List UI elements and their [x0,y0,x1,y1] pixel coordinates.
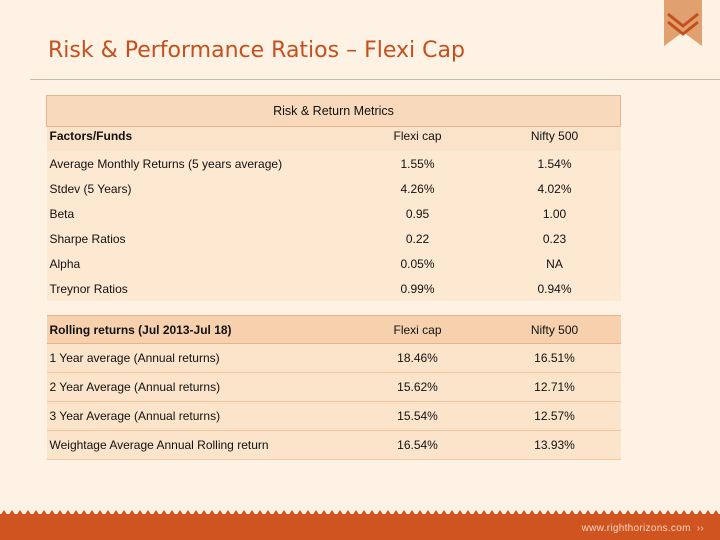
ratios-table-container: Risk & Return Metrics Factors/Funds Flex… [45,95,622,460]
rolling-nifty-value: 16.51% [488,343,621,373]
rolling-flexi-value: 16.54% [346,430,489,460]
table-row: 3 Year Average (Annual returns) 15.54% 1… [46,401,621,431]
page-title: Risk & Performance Ratios – Flexi Cap [48,38,465,63]
table-row: Weightage Average Annual Rolling return … [46,430,621,460]
table-row: Treynor Ratios 0.99% 0.94% [46,276,621,301]
metrics-caption-row: Risk & Return Metrics [45,95,622,127]
rolling-header-nifty: Nifty 500 [488,315,621,344]
metric-flexi-value: 0.05% [346,251,489,276]
metrics-header-nifty: Nifty 500 [488,126,621,151]
metric-nifty-value: 0.94% [488,276,621,301]
title-divider [30,79,720,80]
metric-nifty-value: 4.02% [488,176,621,201]
metrics-header-flexi: Flexi cap [346,126,489,151]
ratios-table: Risk & Return Metrics Factors/Funds Flex… [45,95,622,460]
footer-url: www.righthorizons.com [581,523,691,534]
metric-name: Sharpe Ratios [46,226,347,251]
table-row: 1 Year average (Annual returns) 18.46% 1… [46,343,621,373]
rolling-name: 1 Year average (Annual returns) [46,343,347,373]
table-row: 2 Year Average (Annual returns) 15.62% 1… [46,372,621,402]
metric-name: Average Monthly Returns (5 years average… [46,151,347,176]
table-row: Beta 0.95 1.00 [46,201,621,226]
metric-nifty-value: 1.00 [488,201,621,226]
metrics-header-row: Factors/Funds Flexi cap Nifty 500 [46,126,621,151]
table-row: Average Monthly Returns (5 years average… [46,151,621,176]
rolling-name: 2 Year Average (Annual returns) [46,372,347,402]
rolling-flexi-value: 15.62% [346,372,489,402]
metric-flexi-value: 1.55% [346,151,489,176]
metric-flexi-value: 4.26% [346,176,489,201]
metric-flexi-value: 0.95 [346,201,489,226]
ribbon-bookmark-icon [664,0,702,46]
table-row: Alpha 0.05% NA [46,251,621,276]
rolling-nifty-value: 12.57% [488,401,621,431]
rolling-name: Weightage Average Annual Rolling return [46,430,347,460]
metric-flexi-value: 0.99% [346,276,489,301]
metric-flexi-value: 0.22 [346,226,489,251]
metric-name: Stdev (5 Years) [46,176,347,201]
rolling-nifty-value: 12.71% [488,372,621,402]
rolling-name: 3 Year Average (Annual returns) [46,401,347,431]
footer-website: www.righthorizons.com ›› [582,523,704,534]
table-row: Sharpe Ratios 0.22 0.23 [46,226,621,251]
rolling-flexi-value: 15.54% [346,401,489,431]
section-spacer [47,301,621,316]
metric-nifty-value: NA [488,251,621,276]
metric-nifty-value: 1.54% [488,151,621,176]
metric-name: Treynor Ratios [46,276,347,301]
metrics-header-factors: Factors/Funds [46,126,347,151]
table-row: Stdev (5 Years) 4.26% 4.02% [46,176,621,201]
metric-name: Alpha [46,251,347,276]
zigzag-edge [0,510,720,516]
double-chevron-right-icon: ›› [696,523,704,534]
metric-name: Beta [46,201,347,226]
metrics-caption: Risk & Return Metrics [45,95,622,127]
footer-bar: www.righthorizons.com ›› [0,510,720,540]
rolling-nifty-value: 13.93% [488,430,621,460]
rolling-header-period: Rolling returns (Jul 2013-Jul 18) [46,315,347,344]
rolling-header-flexi: Flexi cap [346,315,489,344]
metric-nifty-value: 0.23 [488,226,621,251]
rolling-flexi-value: 18.46% [346,343,489,373]
rolling-header-row: Rolling returns (Jul 2013-Jul 18) Flexi … [46,315,621,344]
